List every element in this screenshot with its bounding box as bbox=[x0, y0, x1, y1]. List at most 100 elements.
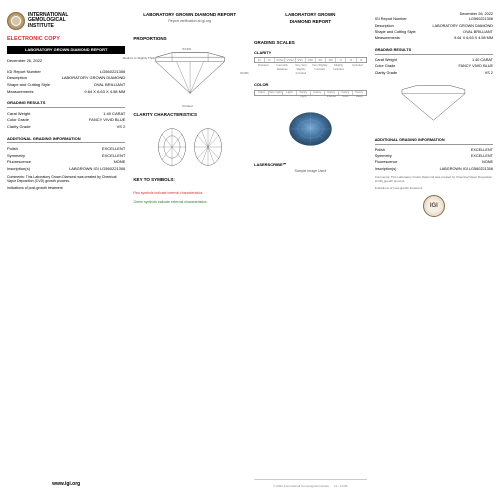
oval-top-icon bbox=[156, 127, 188, 167]
grading-scales-heading: GRADING SCALES bbox=[254, 40, 367, 46]
gem-photo bbox=[283, 108, 338, 150]
footer: © 2022 International Gemological Institu… bbox=[254, 479, 367, 488]
header: INTERNATIONAL GEMOLOGICAL INSTITUTE bbox=[7, 12, 125, 30]
scale-cell: Fancy Light bbox=[297, 91, 311, 95]
p4-addl-h: ADDITIONAL GRADING INFORMATION bbox=[375, 138, 493, 145]
scale-cell: Fancy Deep bbox=[353, 91, 366, 95]
scale-cell: FL bbox=[255, 58, 265, 62]
clarity-scale-block: CLARITY FLIFVVS1VVS2VS1VS2SI1SI2I1I2I3 F… bbox=[254, 50, 367, 76]
p4-row-fluor: FluorescenceNONE bbox=[375, 160, 493, 165]
website-url: www.igi.org bbox=[7, 473, 125, 488]
igi-seal-icon bbox=[7, 12, 25, 30]
report-title-2: LABORATORY GROWN DIAMOND REPORT bbox=[133, 12, 246, 18]
color-scale-bar: FaintVery LightLightFancy LightFancyFanc… bbox=[254, 90, 367, 96]
p4-grading-h: GRADING RESULTS bbox=[375, 48, 493, 55]
clarity-scale-labels: FlawlessInternally FlawlessVery Very Sli… bbox=[254, 64, 367, 76]
grading-results-heading: GRADING RESULTS bbox=[7, 100, 125, 108]
row-inscription: Inscription(s)LABGROWN IGI LG560221306 bbox=[7, 166, 125, 172]
row-symmetry: SymmetryEXCELLENT bbox=[7, 153, 125, 159]
row-description: DescriptionLABORATORY GROWN DIAMOND bbox=[7, 75, 125, 81]
scale-cell: VS1 bbox=[296, 58, 306, 62]
panel-proportions: LABORATORY GROWN DIAMOND REPORT Report v… bbox=[130, 8, 249, 492]
oval-bottom-icon bbox=[192, 127, 224, 167]
dim-culet: Pointed bbox=[182, 104, 192, 108]
scale-cell: Very Light bbox=[269, 91, 283, 95]
diamond-profile-diagram: 54.9% 64.9% Medium to Slightly Thick Poi… bbox=[145, 50, 235, 102]
p4-row-meas: Measurements9.64 X 6.63 X 4.58 MM bbox=[375, 36, 493, 41]
institute-name: INTERNATIONAL GEMOLOGICAL INSTITUTE bbox=[28, 13, 68, 30]
row-measurements: Measurements9.64 X 6.63 X 4.58 MM bbox=[7, 89, 125, 95]
p4-row-desc: DescriptionLABORATORY GROWN DIAMOND bbox=[375, 24, 493, 29]
panel-scales: LABORATORY GROWN DIAMOND REPORT GRADING … bbox=[251, 8, 370, 492]
laserscribe-label: LASERSCRIBE℠ bbox=[254, 162, 367, 168]
additional-heading: ADDITIONAL GRADING INFORMATION bbox=[7, 136, 125, 144]
igi-badge-icon: IGI bbox=[423, 195, 445, 217]
scale-cell: Fancy Intense bbox=[325, 91, 339, 95]
inst-line3: INSTITUTE bbox=[28, 24, 68, 30]
p4-comments: Comments: This Laboratory Grown Diamond … bbox=[375, 176, 493, 184]
scale-cell: IF bbox=[265, 58, 275, 62]
report-title-bar: LABORATORY GROWN DIAMOND REPORT bbox=[7, 46, 125, 55]
p4-row-insc: Inscription(s)LABGROWN IGI LG560221306 bbox=[375, 167, 493, 172]
p4-profile-diagram bbox=[392, 83, 475, 127]
scale-label: Flawless bbox=[254, 64, 273, 76]
report-date: December 26, 2022 bbox=[7, 58, 125, 64]
p4-comments2: Indications of post-growth treatment bbox=[375, 187, 493, 191]
panel-summary: INTERNATIONAL GEMOLOGICAL INSTITUTE ELEC… bbox=[4, 8, 128, 492]
clarity-scale-bar: FLIFVVS1VVS2VS1VS2SI1SI2I1I2I3 bbox=[254, 57, 367, 63]
scale-cell: I1 bbox=[336, 58, 346, 62]
report-subtitle: Report verification at igi.org bbox=[133, 19, 246, 24]
report-title-3a: LABORATORY GROWN bbox=[254, 12, 367, 18]
scale-cell: Fancy Vivid bbox=[339, 91, 353, 95]
color-scale-block: COLOR FaintVery LightLightFancy LightFan… bbox=[254, 82, 367, 96]
panel-summary-right: December 26, 2022 IGI Report NumberLG560… bbox=[372, 8, 496, 492]
p4-row-carat: Carat Weight1.40 CARAT bbox=[375, 58, 493, 63]
dim-depth: 64.9% bbox=[240, 71, 249, 75]
row-color: Color GradeFANCY VIVID BLUE bbox=[7, 117, 125, 123]
electronic-copy-label: ELECTRONIC COPY bbox=[7, 36, 125, 44]
comments: Comments: This Laboratory Grown Diamond … bbox=[7, 175, 125, 184]
row-report-number: IGI Report NumberLG560221306 bbox=[7, 69, 125, 75]
row-fluorescence: FluorescenceNONE bbox=[7, 159, 125, 165]
sample-image-text: Sample Image Used bbox=[254, 169, 367, 174]
p4-row-polish: PolishEXCELLENT bbox=[375, 148, 493, 153]
proportions-heading: PROPORTIONS bbox=[133, 36, 246, 42]
p4-row-shape: Shape and Cutting StyleOVAL BRILLIANT bbox=[375, 30, 493, 35]
p4-row-clarity: Clarity GradeVS 2 bbox=[375, 71, 493, 76]
key-red-text: Red symbols indicate internal characteri… bbox=[133, 191, 246, 196]
row-carat: Carat Weight1.40 CARAT bbox=[7, 111, 125, 117]
scale-cell: SI1 bbox=[316, 58, 326, 62]
color-scale-title: COLOR bbox=[254, 82, 367, 88]
scale-cell: VVS2 bbox=[285, 58, 295, 62]
scale-cell: VVS1 bbox=[275, 58, 285, 62]
row-shape: Shape and Cutting StyleOVAL BRILLIANT bbox=[7, 82, 125, 88]
key-symbols-heading: KEY TO SYMBOLS: bbox=[133, 177, 246, 183]
scale-label: Very Very Slightly Included bbox=[292, 64, 311, 76]
scale-cell: Fancy bbox=[311, 91, 325, 95]
scale-cell: Light bbox=[283, 91, 297, 95]
report-title-3b: DIAMOND REPORT bbox=[254, 19, 367, 25]
scale-label: Slightly Included bbox=[329, 64, 348, 76]
certificate-document: INTERNATIONAL GEMOLOGICAL INSTITUTE ELEC… bbox=[0, 0, 500, 500]
scale-label: Included bbox=[348, 64, 367, 76]
p4-row-sym: SymmetryEXCELLENT bbox=[375, 154, 493, 159]
scale-label: Very Slightly Included bbox=[310, 64, 329, 76]
footer-copyright: © 2022 International Gemological Institu… bbox=[273, 484, 329, 488]
row-clarity: Clarity GradeVS 2 bbox=[7, 124, 125, 130]
p4-row-color: Color GradeFANCY VIVID BLUE bbox=[375, 64, 493, 69]
footer-pages: 10 - 10.86 bbox=[334, 484, 348, 488]
clarity-diagrams bbox=[133, 127, 246, 167]
scale-cell: Faint bbox=[255, 91, 269, 95]
scale-cell: SI2 bbox=[326, 58, 336, 62]
scale-label: Internally Flawless bbox=[273, 64, 292, 76]
scale-cell: I3 bbox=[357, 58, 366, 62]
row-polish: PolishEXCELLENT bbox=[7, 146, 125, 152]
key-green-text: Green symbols indicate external characte… bbox=[133, 200, 246, 205]
comments2: Indications of post-growth treatment bbox=[7, 186, 125, 191]
dim-girdle: Medium to Slightly Thick bbox=[123, 56, 155, 60]
dim-table: 54.9% bbox=[182, 47, 191, 51]
scale-cell: I2 bbox=[346, 58, 356, 62]
clarity-char-heading: CLARITY CHARACTERISTICS bbox=[133, 112, 246, 118]
scale-cell: VS2 bbox=[306, 58, 316, 62]
clarity-scale-title: CLARITY bbox=[254, 50, 367, 56]
